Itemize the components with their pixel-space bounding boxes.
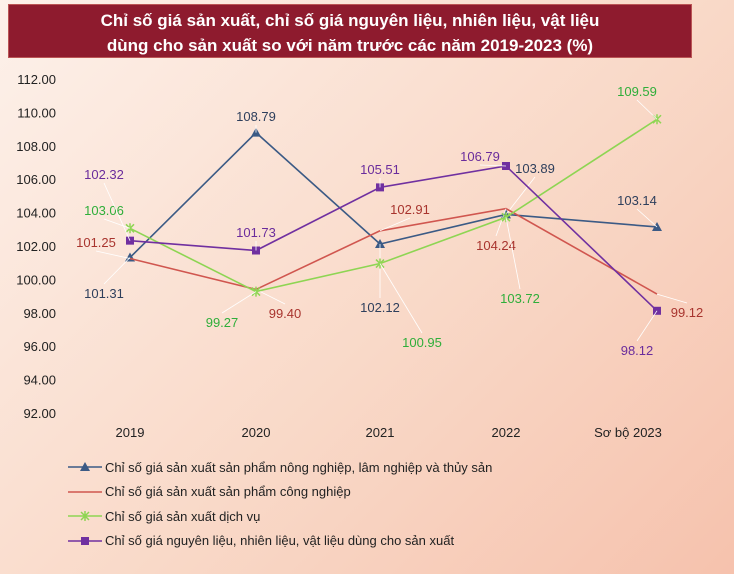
y-tick-label: 92.00 (23, 406, 56, 421)
x-marker (80, 511, 90, 522)
series-line (129, 165, 658, 312)
leader-line (505, 217, 521, 290)
title-line-1: Chỉ số giá sản xuất, chỉ số giá nguyên l… (100, 11, 600, 30)
leader-line (379, 263, 423, 334)
y-tick-label: 106.00 (16, 172, 56, 187)
leader-line (103, 218, 131, 229)
leader-line (103, 182, 131, 241)
data-label: 102.32 (84, 167, 124, 182)
x-tick-label: 2022 (492, 425, 521, 440)
legend-item: Chỉ số giá nguyên liệu, nhiên liệu, vật … (68, 529, 492, 554)
series-4: 102.32 101.73 105.51 106.79 98.12 (84, 149, 661, 358)
data-label: 98.12 (621, 343, 654, 358)
leader-line (636, 208, 658, 228)
legend-swatch (68, 536, 102, 545)
leader-line (379, 217, 411, 232)
legend-label: Chỉ số giá sản xuất sản phẩm nông nghiệp… (105, 459, 493, 475)
y-tick-label: 110.00 (17, 105, 56, 120)
series-3: 103.06 99.27 100.95 103.72 109.59 (84, 84, 662, 350)
legend-item: Chỉ số giá sản xuất sản phẩm công nghiệp (68, 480, 492, 505)
data-label: 99.27 (206, 315, 239, 330)
data-label: 99.40 (269, 306, 302, 321)
data-label: 103.06 (84, 203, 124, 218)
y-tick-label: 102.00 (16, 239, 56, 254)
x-tick-label: Sơ bộ 2023 (594, 425, 662, 440)
data-label: 104.24 (476, 238, 516, 253)
y-tick-label: 98.00 (23, 306, 56, 321)
leader-line (505, 176, 536, 215)
data-label: 106.79 (460, 149, 500, 164)
data-label: 103.89 (515, 161, 555, 176)
y-tick-label: 96.00 (23, 339, 56, 354)
chart-title: Chỉ số giá sản xuất, chỉ số giá nguyên l… (8, 4, 692, 58)
leader-line (221, 291, 257, 314)
legend-label: Chỉ số giá nguyên liệu, nhiên liệu, vật … (105, 533, 455, 549)
leader-line (495, 208, 507, 237)
leader-line (636, 99, 658, 120)
data-label: 103.14 (617, 193, 657, 208)
data-label: 108.79 (236, 109, 276, 124)
leader-line (656, 293, 688, 304)
legend-swatch (68, 490, 102, 493)
series-2: 101.25 99.40 102.91 104.24 99.12 (76, 202, 703, 321)
y-tick-label: 112.00 (17, 72, 56, 87)
legend: Chỉ số giá sản xuất sản phẩm nông nghiệp… (68, 455, 492, 553)
x-tick-label: 2019 (116, 425, 145, 440)
leader-line (255, 289, 286, 305)
data-label: 102.91 (390, 202, 430, 217)
leader-line (636, 310, 658, 342)
legend-label: Chỉ số giá sản xuất sản phẩm công nghiệp (105, 484, 351, 500)
data-label: 101.25 (76, 235, 116, 250)
triangle-marker (80, 462, 90, 472)
leader-line (95, 250, 131, 259)
leader-line (103, 257, 131, 285)
y-tick-label: 108.00 (16, 139, 56, 154)
data-label: 102.12 (360, 300, 400, 315)
legend-item: Chỉ số giá sản xuất dịch vụ (68, 504, 492, 529)
legend-label: Chỉ số giá sản xuất dịch vụ (105, 508, 261, 524)
legend-swatch (68, 511, 102, 522)
data-label: 109.59 (617, 84, 657, 99)
data-label: 100.95 (402, 335, 442, 350)
data-label: 101.73 (236, 225, 276, 240)
leader-line (479, 164, 507, 167)
data-label: 103.72 (500, 291, 540, 306)
y-tick-label: 104.00 (16, 206, 56, 221)
series-1: 101.31 108.79 102.12 103.89 103.14 (84, 109, 662, 315)
series-line (129, 131, 658, 259)
data-label: 99.12 (671, 305, 704, 320)
x-tick-label: 2021 (366, 425, 395, 440)
triangle-marker (375, 238, 385, 248)
y-tick-label: 100.00 (16, 272, 56, 287)
series-line (129, 207, 658, 295)
data-label: 105.51 (360, 162, 400, 177)
legend-item: Chỉ số giá sản xuất sản phẩm nông nghiệp… (68, 455, 492, 480)
title-line-2: dùng cho sản xuất so với năm trước các n… (106, 36, 594, 55)
legend-swatch (68, 462, 102, 472)
data-label: 101.31 (84, 286, 124, 301)
x-tick-label: 2020 (242, 425, 271, 440)
y-tick-label: 94.00 (23, 373, 56, 388)
square-marker (81, 536, 89, 545)
